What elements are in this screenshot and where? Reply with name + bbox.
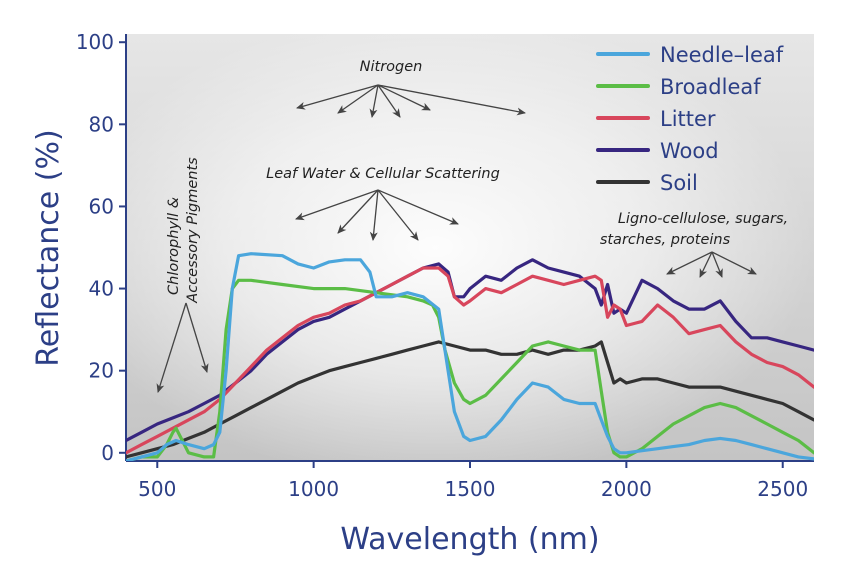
y-tick-label: 20 (89, 359, 114, 383)
leaf-water-arrow (377, 189, 459, 225)
leaf-water-arrow (369, 189, 379, 241)
chlorophyll-arrow (156, 302, 187, 393)
y-tick-label: 100 (76, 30, 114, 54)
y-ticks: 0 20 40 60 80 100 (76, 30, 126, 465)
ligno-arrow (666, 251, 713, 275)
ligno-arrow (711, 251, 757, 275)
leaf-water-arrow (337, 189, 379, 234)
nitrogen-arrow (377, 84, 526, 116)
legend-label-needle-leaf: Needle–leaf (660, 43, 784, 67)
annotation-leaf-water: Leaf Water & Cellular Scattering (266, 166, 500, 182)
nitrogen-arrow (377, 84, 401, 118)
x-axis-title: Wavelength (nm) (340, 522, 599, 557)
series-line-litter (126, 266, 814, 455)
annotation-arrows (156, 84, 757, 393)
annotation-ligno-line2: starches, proteins (600, 232, 731, 248)
ligno-arrow (699, 251, 713, 278)
legend: Needle–leaf Broadleaf Litter Wood Soil (596, 43, 784, 195)
nitrogen-arrow (337, 84, 379, 114)
x-tick-label: 2500 (757, 477, 808, 501)
nitrogen-arrow (377, 84, 431, 111)
y-tick-label: 60 (89, 194, 114, 218)
nitrogen-arrow (369, 84, 379, 118)
series-line-soil (126, 340, 814, 459)
series-line-broadleaf (126, 278, 814, 461)
leaf-water-arrow (295, 189, 379, 221)
chlorophyll-arrow (185, 302, 209, 373)
y-tick-label: 80 (89, 112, 114, 136)
leaf-water-arrow (377, 189, 419, 241)
legend-label-litter: Litter (660, 107, 716, 131)
series-line-needle-leaf (126, 252, 814, 461)
x-tick-label: 1000 (288, 477, 339, 501)
x-tick-label: 1500 (445, 477, 496, 501)
legend-label-soil: Soil (660, 171, 698, 195)
legend-label-wood: Wood (660, 139, 719, 163)
annotation-chlorophyll-line2: Accessory Pigments (185, 157, 201, 304)
y-tick-label: 0 (101, 441, 114, 465)
ligno-arrow (711, 251, 723, 278)
plot-highlight (126, 34, 814, 461)
x-tick-label: 500 (138, 477, 176, 501)
y-tick-label: 40 (89, 277, 114, 301)
x-tick-label: 2000 (601, 477, 652, 501)
annotation-nitrogen: Nitrogen (360, 59, 423, 75)
legend-label-broadleaf: Broadleaf (660, 75, 761, 99)
series-line-wood (126, 258, 814, 443)
annotation-ligno-line1: Ligno-cellulose, sugars, (618, 211, 788, 227)
y-axis-title: Reflectance (%) (31, 129, 66, 366)
series-lines (126, 252, 814, 461)
annotation-chlorophyll-line1: Chlorophyll & (166, 197, 182, 295)
x-ticks: 500 1000 1500 2000 2500 (138, 461, 808, 501)
nitrogen-arrow (296, 84, 379, 110)
